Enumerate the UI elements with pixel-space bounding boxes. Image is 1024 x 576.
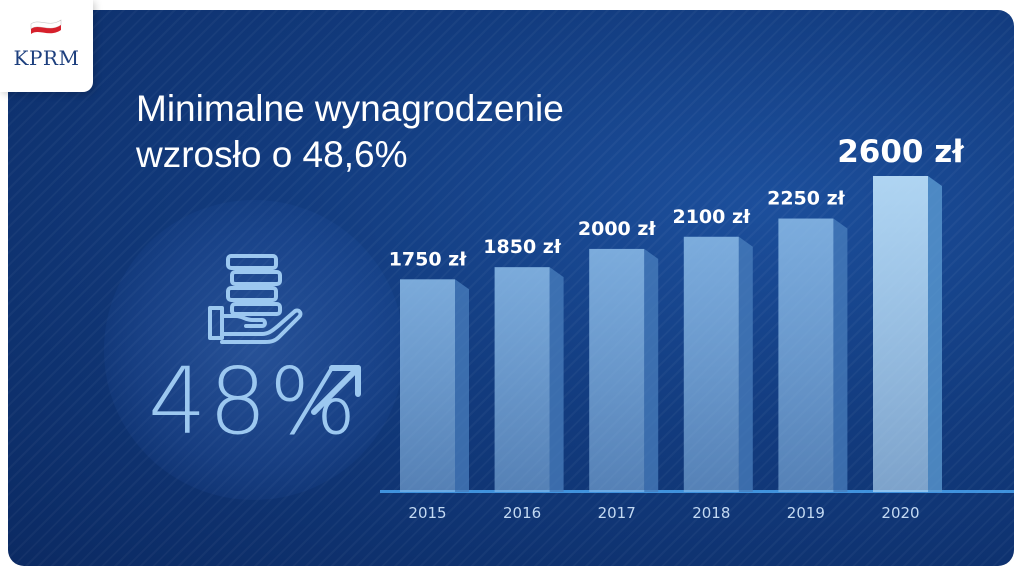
year-label-2016: 2016 [503,504,541,522]
value-label-2017: 2000 zł [578,218,657,240]
value-label-2016: 1850 zł [483,236,562,258]
value-label-2019: 2250 zł [767,188,846,210]
logo: KPRM [0,0,93,92]
bar-2018 [683,236,753,492]
up-right-arrow-icon [311,365,361,415]
year-label-2018: 2018 [692,504,730,522]
flag-icon [30,19,62,34]
money-in-hand-icon [208,254,303,344]
bar-2015 [400,279,469,492]
year-label-2020: 2020 [881,504,919,522]
bar-2016 [494,267,564,492]
bar-2017 [589,248,659,492]
year-label-2015: 2015 [408,504,446,522]
bar-2019 [778,218,848,493]
value-label-2020: 2600 zł [837,134,965,170]
title-line-1: Minimalne wynagrodzenie [136,88,564,129]
percent-halo [104,200,404,500]
year-label-2019: 2019 [787,504,825,522]
page-title: Minimalne wynagrodzenie wzrosło o 48,6% [136,86,564,178]
title-line-2: wzrosło o 48,6% [136,134,408,175]
logo-text: KPRM [13,46,80,70]
value-label-2018: 2100 zł [672,206,751,228]
bar-2020 [873,176,942,492]
year-label-2017: 2017 [598,504,636,522]
value-label-2015: 1750 zł [389,248,468,270]
